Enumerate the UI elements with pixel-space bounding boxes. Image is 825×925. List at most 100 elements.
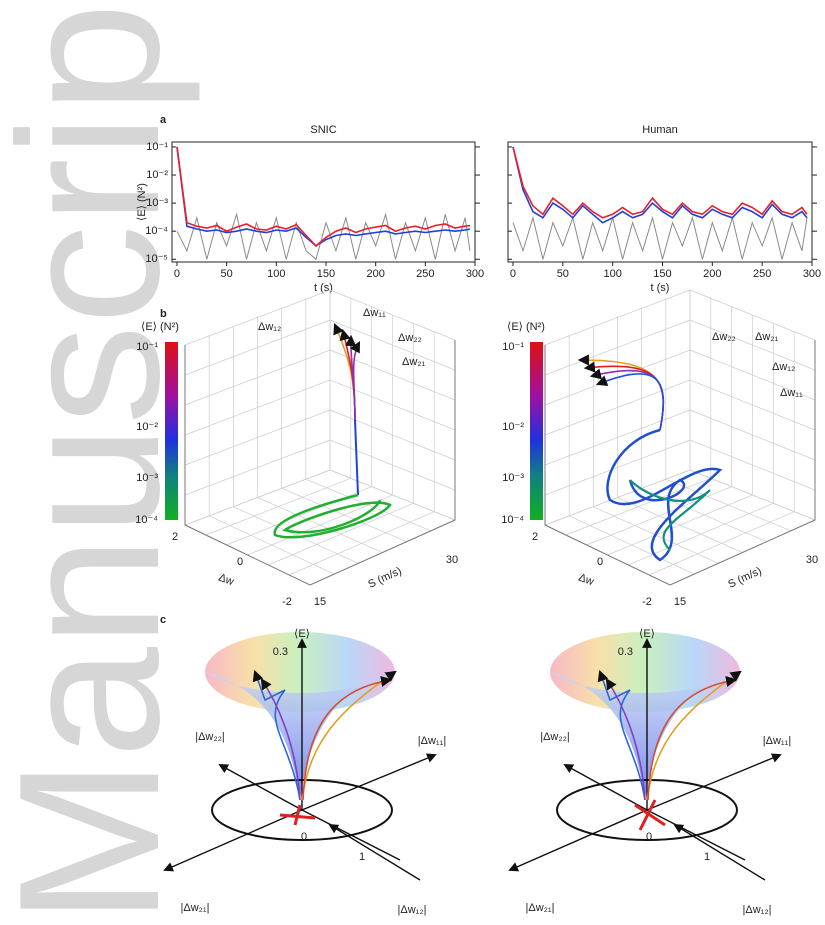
dw-tick-label: 0 <box>237 556 243 568</box>
y-tick-label: 10⁻¹ <box>146 141 168 153</box>
x-tick-label: 100 <box>267 268 285 280</box>
funnel-diagram: ⟨E⟩ 0.3 |Δw₂₂| |Δw₁₁| |Δw₂₁| |Δw₁₂| 0 1 <box>510 628 791 916</box>
y-tick-label: 10⁻⁵ <box>145 253 168 265</box>
x-tick-label: 300 <box>466 268 484 280</box>
dw-label: Δw <box>577 572 596 589</box>
axis-label: ⟨E⟩ <box>294 628 310 640</box>
s-tick-label: 15 <box>314 596 326 608</box>
trajectory <box>598 374 663 430</box>
box-edge <box>545 340 815 585</box>
colorbar-tick-label: 10⁻⁴ <box>501 514 524 526</box>
radius-tick-label: 1 <box>359 851 365 863</box>
figure: Manuscript a b c SNIC10⁻¹10⁻²10⁻³10⁻⁴10⁻… <box>0 0 825 925</box>
panel-label: b <box>160 308 167 320</box>
origin-label: 0 <box>646 831 652 843</box>
axis-label: ⟨E⟩ <box>639 628 655 640</box>
series-line <box>513 147 807 218</box>
axis-arrow <box>220 765 302 810</box>
plot-frame <box>172 142 475 262</box>
trajectory <box>354 343 359 420</box>
axis-name: |Δw₁₁| <box>763 735 791 747</box>
x-tick-label: 0 <box>510 268 516 280</box>
colorbar-tick-label: 10⁻² <box>502 421 524 433</box>
curve-label: Δw₁₂ <box>258 321 281 333</box>
x-tick-label: 150 <box>653 268 671 280</box>
chart-title: Human <box>642 124 677 136</box>
series-line <box>513 218 807 259</box>
funnel-diagram: ⟨E⟩ 0.3 |Δw₂₂| |Δw₁₁| |Δw₂₁| |Δw₁₂| 0 1 <box>165 628 446 916</box>
axis-arrow <box>647 755 780 810</box>
panel-label: c <box>160 614 166 626</box>
axis-tick-label: 0.3 <box>618 646 633 658</box>
axis-name: |Δw₁₂| <box>743 904 772 916</box>
dw-tick-label: -2 <box>282 596 292 608</box>
y-axis-label: ⟨E⟩ (N²) <box>136 183 148 221</box>
axis-arrow <box>330 825 420 880</box>
s-tick-label: 30 <box>806 554 818 566</box>
dw-tick-label: 0 <box>597 556 603 568</box>
dw-tick-label: 2 <box>532 531 538 543</box>
series-line <box>513 147 807 223</box>
panel-label: a <box>160 114 167 126</box>
axis-name: |Δw₂₁| <box>526 902 555 914</box>
series-line <box>177 214 470 259</box>
y-tick-label: 10⁻² <box>146 169 168 181</box>
curve-label: Δw₁₂ <box>772 361 795 373</box>
curve-label: Δw₂₂ <box>712 331 736 343</box>
x-tick-label: 50 <box>221 268 233 280</box>
colorbar <box>530 342 543 520</box>
s-label: S (m/s) <box>366 565 403 591</box>
origin-label: 0 <box>301 831 307 843</box>
x-tick-label: 300 <box>803 268 821 280</box>
axis-name: |Δw₁₁| <box>418 735 446 747</box>
dw-label: Δw <box>217 572 236 589</box>
x-tick-label: 250 <box>416 268 434 280</box>
s-tick-label: 30 <box>446 554 458 566</box>
colorbar-tick-label: 10⁻⁴ <box>135 514 158 526</box>
y-tick-label: 10⁻⁴ <box>145 225 168 237</box>
x-tick-label: 50 <box>557 268 569 280</box>
axis-line <box>302 810 400 860</box>
s-tick-label: 15 <box>674 596 686 608</box>
axis-tick-label: 0.3 <box>273 646 288 658</box>
axis-name: |Δw₂₁| <box>181 902 210 914</box>
dw-tick-label: -2 <box>642 596 652 608</box>
x-tick-label: 100 <box>603 268 621 280</box>
colorbar-tick-label: 10⁻² <box>136 421 158 433</box>
colorbar-tick-label: 10⁻¹ <box>136 341 158 353</box>
x-tick-label: 250 <box>753 268 771 280</box>
colorbar <box>165 342 178 520</box>
x-axis-label: t (s) <box>651 282 670 294</box>
axis-arrow <box>565 765 647 810</box>
curve-label: Δw₁₁ <box>780 387 803 399</box>
colorbar-tick-label: 10⁻¹ <box>502 341 524 353</box>
colorbar-label: ⟨E⟩ (N²) <box>507 321 545 333</box>
plot-frame <box>508 142 812 262</box>
dw-tick-label: 2 <box>172 531 178 543</box>
colorbar-label: ⟨E⟩ (N²) <box>141 321 179 333</box>
radius-tick-label: 1 <box>704 851 710 863</box>
curve-label: Δw₂₁ <box>755 331 779 343</box>
plot-3d: ⟨E⟩ (N²) 10⁻¹ 10⁻² 10⁻³ 10⁻⁴ 2 0 -2 Δw 15 30 S (m/s… <box>501 290 818 608</box>
axis-arrow <box>302 755 435 810</box>
chart-title: SNIC <box>310 124 336 136</box>
axis-name: |Δw₁₂| <box>398 904 427 916</box>
x-tick-label: 0 <box>174 268 180 280</box>
x-tick-label: 200 <box>366 268 384 280</box>
trajectory <box>592 371 663 430</box>
axis-name: |Δw₂₂| <box>195 731 225 743</box>
trajectory <box>355 420 358 495</box>
colorbar-tick-label: 10⁻³ <box>136 472 158 484</box>
axis-name: |Δw₂₂| <box>540 731 570 743</box>
x-tick-label: 150 <box>317 268 335 280</box>
axis-arrow <box>675 825 765 880</box>
s-label: S (m/s) <box>726 565 763 591</box>
box-edge <box>185 340 455 585</box>
x-tick-label: 200 <box>703 268 721 280</box>
curve-label: Δw₂₁ <box>402 356 426 368</box>
curve-label: Δw₂₂ <box>398 332 422 344</box>
axis-line <box>647 810 745 860</box>
colorbar-tick-label: 10⁻³ <box>502 472 524 484</box>
y-tick-label: 10⁻³ <box>146 197 168 209</box>
curve-label: Δw₁₁ <box>363 307 386 319</box>
